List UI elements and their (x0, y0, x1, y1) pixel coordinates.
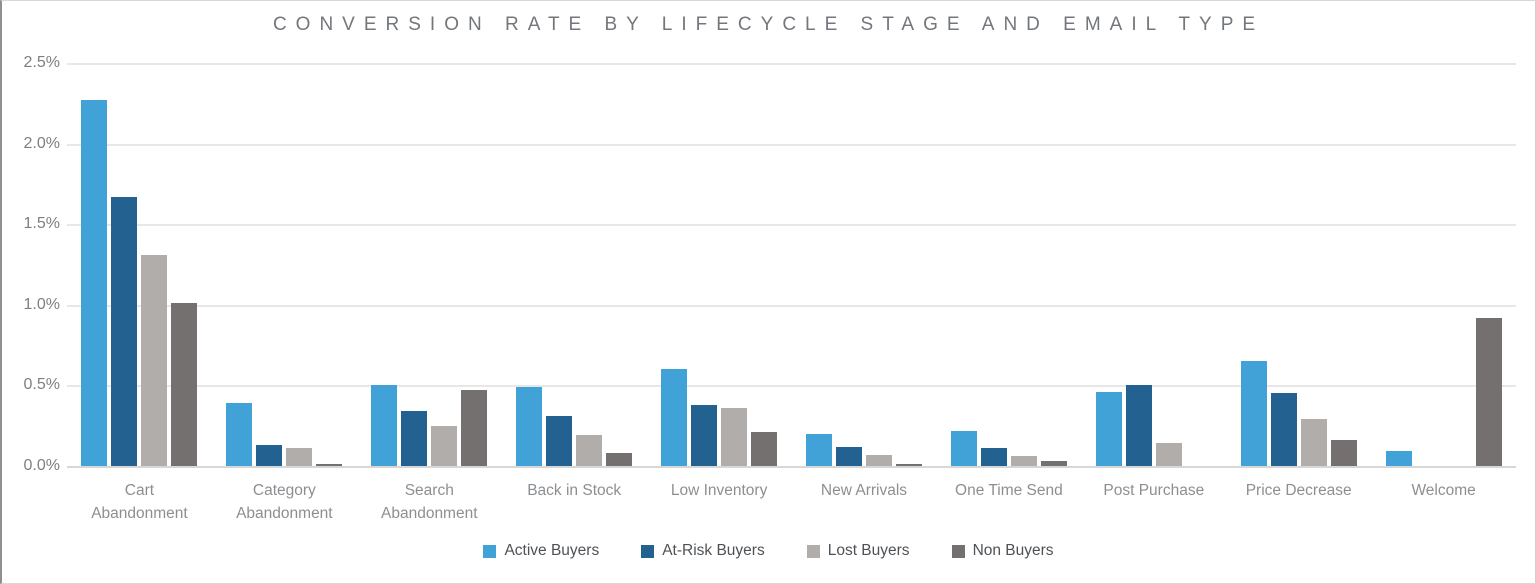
bar[interactable] (516, 387, 543, 466)
bar[interactable] (1385, 451, 1412, 466)
bar-group (1081, 63, 1226, 466)
bar-group (502, 63, 647, 466)
bar[interactable] (256, 445, 283, 466)
x-category-label: Welcome (1411, 482, 1476, 499)
legend-item[interactable]: At-Risk Buyers (641, 542, 765, 560)
bar-group (1371, 63, 1516, 466)
bar[interactable] (111, 197, 138, 466)
legend-label: Lost Buyers (827, 542, 910, 559)
bar[interactable] (576, 435, 603, 466)
bar[interactable] (895, 464, 922, 466)
x-axis-category-labels: Cart Abandonment Category Abandonment Sear… (67, 479, 1516, 525)
bar[interactable] (141, 255, 168, 466)
bar[interactable] (1240, 361, 1267, 466)
bar[interactable] (81, 100, 108, 466)
bar[interactable] (1010, 456, 1037, 466)
bar-group (936, 63, 1081, 466)
x-category-label: Search Abandonment (381, 482, 478, 522)
bar[interactable] (171, 303, 198, 466)
bar[interactable] (1475, 318, 1502, 466)
gridline (67, 63, 1516, 65)
x-category-label: Back in Stock (527, 482, 622, 499)
bar[interactable] (1330, 440, 1357, 466)
bar[interactable] (1155, 443, 1182, 466)
y-tick-label: 1.0% (23, 296, 60, 313)
bar[interactable] (371, 385, 398, 466)
legend-label: Active Buyers (504, 542, 600, 559)
bar[interactable] (950, 431, 977, 466)
bar[interactable] (691, 405, 718, 466)
bar[interactable] (1300, 419, 1327, 466)
legend-swatch-icon (951, 544, 965, 558)
bar[interactable] (980, 448, 1007, 466)
bar[interactable] (316, 464, 343, 466)
bar[interactable] (431, 426, 458, 466)
bar-group (1226, 63, 1371, 466)
x-category-label: Category Abandonment (236, 482, 333, 522)
bar-groups (67, 63, 1516, 466)
bar[interactable] (865, 455, 892, 466)
bar[interactable] (661, 369, 688, 466)
bar-group (792, 63, 937, 466)
bar[interactable] (286, 448, 313, 466)
bar[interactable] (461, 390, 488, 466)
legend-item[interactable]: Active Buyers (483, 542, 599, 560)
y-tick-label: 0.0% (23, 457, 60, 474)
bar[interactable] (751, 432, 778, 466)
gridline (67, 466, 1516, 468)
legend-swatch-icon (483, 544, 497, 558)
bar[interactable] (401, 411, 428, 466)
legend-swatch-icon (641, 544, 655, 558)
x-category-label: Low Inventory (670, 482, 768, 499)
legend-label: At-Risk Buyers (662, 542, 765, 559)
x-category-label: Post Purchase (1103, 482, 1205, 499)
x-category-label: New Arrivals (820, 482, 908, 499)
legend: Active Buyers At-Risk Buyers Lost Buyers No… (2, 542, 1535, 560)
bar[interactable] (835, 447, 862, 466)
x-category-label: Price Decrease (1245, 482, 1352, 499)
bar[interactable] (721, 408, 748, 466)
bar-group (647, 63, 792, 466)
y-tick-label: 2.5% (23, 54, 60, 71)
plot-area (67, 63, 1516, 468)
gridline (67, 144, 1516, 146)
bar-group (212, 63, 357, 466)
y-tick-label: 2.0% (23, 135, 60, 152)
x-category-label: One Time Send (955, 482, 1063, 499)
bar[interactable] (606, 453, 633, 466)
bar[interactable] (1095, 392, 1122, 466)
legend-item[interactable]: Non Buyers (951, 542, 1054, 560)
gridline (67, 385, 1516, 387)
legend-label: Non Buyers (972, 542, 1054, 559)
chart-title: CONVERSION RATE BY LIFECYCLE STAGE AND E… (272, 14, 1265, 35)
bar[interactable] (546, 416, 573, 466)
bar[interactable] (805, 434, 832, 466)
bar[interactable] (1040, 461, 1067, 466)
y-tick-label: 1.5% (23, 215, 60, 232)
y-tick-label: 0.5% (23, 376, 60, 393)
x-category-label: Cart Abandonment (91, 482, 188, 522)
bar[interactable] (1125, 385, 1152, 466)
bar[interactable] (1270, 393, 1297, 466)
bar-group (67, 63, 212, 466)
gridline (67, 305, 1516, 307)
legend-item[interactable]: Lost Buyers (806, 542, 910, 560)
legend-swatch-icon (806, 544, 820, 558)
bar[interactable] (226, 403, 253, 466)
gridline (67, 224, 1516, 226)
bar-group (357, 63, 502, 466)
